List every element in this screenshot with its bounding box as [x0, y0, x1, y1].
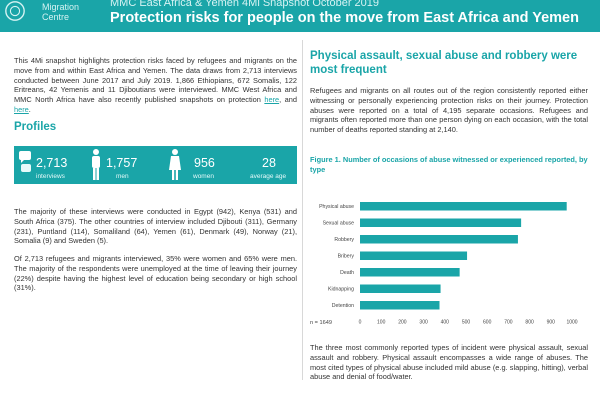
intro-text: This 4Mi snapshot highlights protection … — [14, 56, 297, 105]
intro-end: . — [28, 104, 31, 114]
stat-interviews-label: interviews — [36, 173, 65, 180]
x-tick-label: 0 — [359, 320, 362, 326]
incident-types-paragraph: The three most commonly reported types o… — [310, 343, 588, 382]
bar — [360, 218, 522, 227]
link-here-1[interactable]: here — [264, 95, 280, 105]
page-title: Protection risks for people on the move … — [110, 10, 579, 26]
woman-icon — [169, 149, 181, 180]
profiles-heading: Profiles — [14, 121, 57, 133]
intro-paragraph: This 4Mi snapshot highlights protection … — [14, 56, 297, 115]
logo-text: Migration Centre — [42, 2, 79, 22]
bar — [360, 251, 468, 260]
stat-average-age-value: 28 — [262, 156, 276, 170]
figure-title: Figure 1. Number of occasions of abuse w… — [310, 155, 588, 174]
man-icon — [92, 149, 100, 180]
stat-men-value: 1,757 — [106, 156, 138, 170]
stat-average-age-label: average age — [250, 173, 287, 180]
stat-women-label: women — [193, 173, 214, 180]
stat-interviews-value: 2,713 — [36, 156, 68, 170]
abuses-paragraph: Refugees and migrants on all routes out … — [310, 86, 588, 135]
bar — [360, 202, 567, 211]
category-label: Death — [340, 270, 354, 276]
bar — [360, 235, 518, 244]
mmc-logo: Migration Centre — [2, 0, 102, 32]
stat-average-age: 28 average age — [240, 146, 297, 184]
category-label: Kidnapping — [328, 287, 354, 293]
stat-women: 956 women — [164, 146, 234, 184]
bar — [360, 284, 441, 293]
link-here-2[interactable]: here — [14, 104, 29, 114]
x-tick-label: 100 — [377, 320, 386, 326]
x-tick-label: 500 — [462, 320, 471, 326]
abuse-bar-chart: Physical abuse Sexual abuse Robbery Bribery… — [319, 202, 578, 326]
demographics-paragraph: Of 2,713 refugees and migrants interview… — [14, 254, 297, 293]
countries-paragraph: The majority of these interviews were co… — [14, 207, 297, 246]
x-tick-label: 200 — [398, 320, 407, 326]
category-label: Sexual abuse — [323, 221, 355, 227]
intro-between: , and — [279, 95, 297, 105]
logo-line1: Migration — [42, 2, 80, 12]
stat-women-value: 956 — [194, 156, 215, 170]
x-tick-label: 600 — [483, 320, 492, 326]
bar — [360, 301, 440, 310]
x-tick-label: 800 — [525, 320, 534, 326]
column-divider — [302, 40, 303, 380]
logo-line2: Centre — [42, 12, 70, 22]
category-label: Robbery — [334, 237, 354, 243]
x-tick-label: 300 — [419, 320, 428, 326]
x-tick-label: 400 — [441, 320, 450, 326]
category-label: Bribery — [338, 254, 355, 260]
section-heading: Physical assault, sexual abuse and robbe… — [310, 50, 578, 76]
x-tick-label: 1000 — [566, 320, 577, 326]
category-label: Physical abuse — [319, 204, 354, 210]
sample-size-label: n = 1649 — [310, 320, 332, 326]
mmc-logo-icon — [5, 1, 25, 21]
snapshot-kicker: MMC East Africa & Yemen 4Mi Snapshot Oct… — [110, 0, 380, 9]
x-tick-label: 700 — [504, 320, 513, 326]
category-label: Detention — [332, 303, 354, 309]
header-banner: Migration Centre MMC East Africa & Yemen… — [0, 0, 600, 32]
interviews-icon — [19, 151, 31, 172]
x-tick-label: 900 — [547, 320, 556, 326]
profiles-stat-bar: 2,713 interviews 1,757 men 956 women — [14, 146, 297, 184]
stat-men: 1,757 men — [88, 146, 158, 184]
stat-interviews: 2,713 interviews — [14, 146, 84, 184]
bar — [360, 268, 460, 277]
stat-men-label: men — [116, 173, 129, 180]
